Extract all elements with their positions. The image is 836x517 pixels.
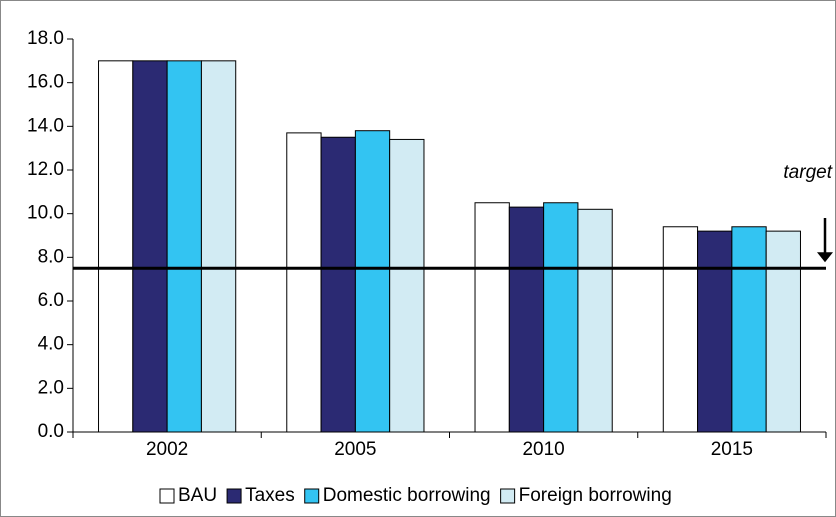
- reference-arrowhead: [817, 252, 833, 263]
- bar: [166, 60, 202, 433]
- bar: [354, 130, 391, 433]
- legend-label: Foreign borrowing: [519, 485, 672, 506]
- y-tick-label: 8.0: [38, 246, 64, 267]
- bar: [389, 138, 425, 433]
- legend-label: Domestic borrowing: [323, 485, 491, 506]
- bar: [662, 226, 699, 433]
- y-tick-label: 0.0: [38, 421, 64, 442]
- x-tick-label: 2015: [711, 439, 753, 460]
- legend-swatch: [159, 488, 175, 504]
- y-tick-label: 16.0: [27, 72, 64, 93]
- legend-label: Taxes: [245, 485, 295, 506]
- y-tick-label: 6.0: [38, 290, 64, 311]
- bar: [543, 202, 579, 433]
- y-tick-label: 18.0: [27, 28, 64, 49]
- y-tick-label: 14.0: [27, 115, 64, 136]
- x-tick-label: 2005: [334, 439, 376, 460]
- legend-swatch: [500, 488, 516, 504]
- legend-swatch: [226, 488, 242, 504]
- bar: [320, 136, 356, 433]
- y-tick-label: 10.0: [27, 203, 64, 224]
- bar: [765, 230, 801, 433]
- bar: [474, 202, 510, 433]
- legend-swatch: [304, 488, 320, 504]
- y-tick-label: 4.0: [38, 334, 64, 355]
- legend: BAU Taxes Domestic borrowing Foreign borrow…: [159, 485, 672, 506]
- bar: [508, 206, 545, 433]
- bar: [98, 60, 134, 433]
- bar: [200, 60, 237, 433]
- bar: [132, 60, 168, 433]
- y-tick-label: 12.0: [27, 159, 64, 180]
- x-tick-label: 2002: [146, 439, 188, 460]
- legend-label: BAU: [178, 485, 217, 506]
- y-tick-label: 2.0: [38, 377, 64, 398]
- bar: [577, 208, 613, 433]
- x-tick-label: 2010: [522, 439, 564, 460]
- reference-label: target: [783, 162, 832, 183]
- bar: [731, 226, 767, 433]
- bar: [286, 132, 322, 433]
- bar: [697, 230, 733, 433]
